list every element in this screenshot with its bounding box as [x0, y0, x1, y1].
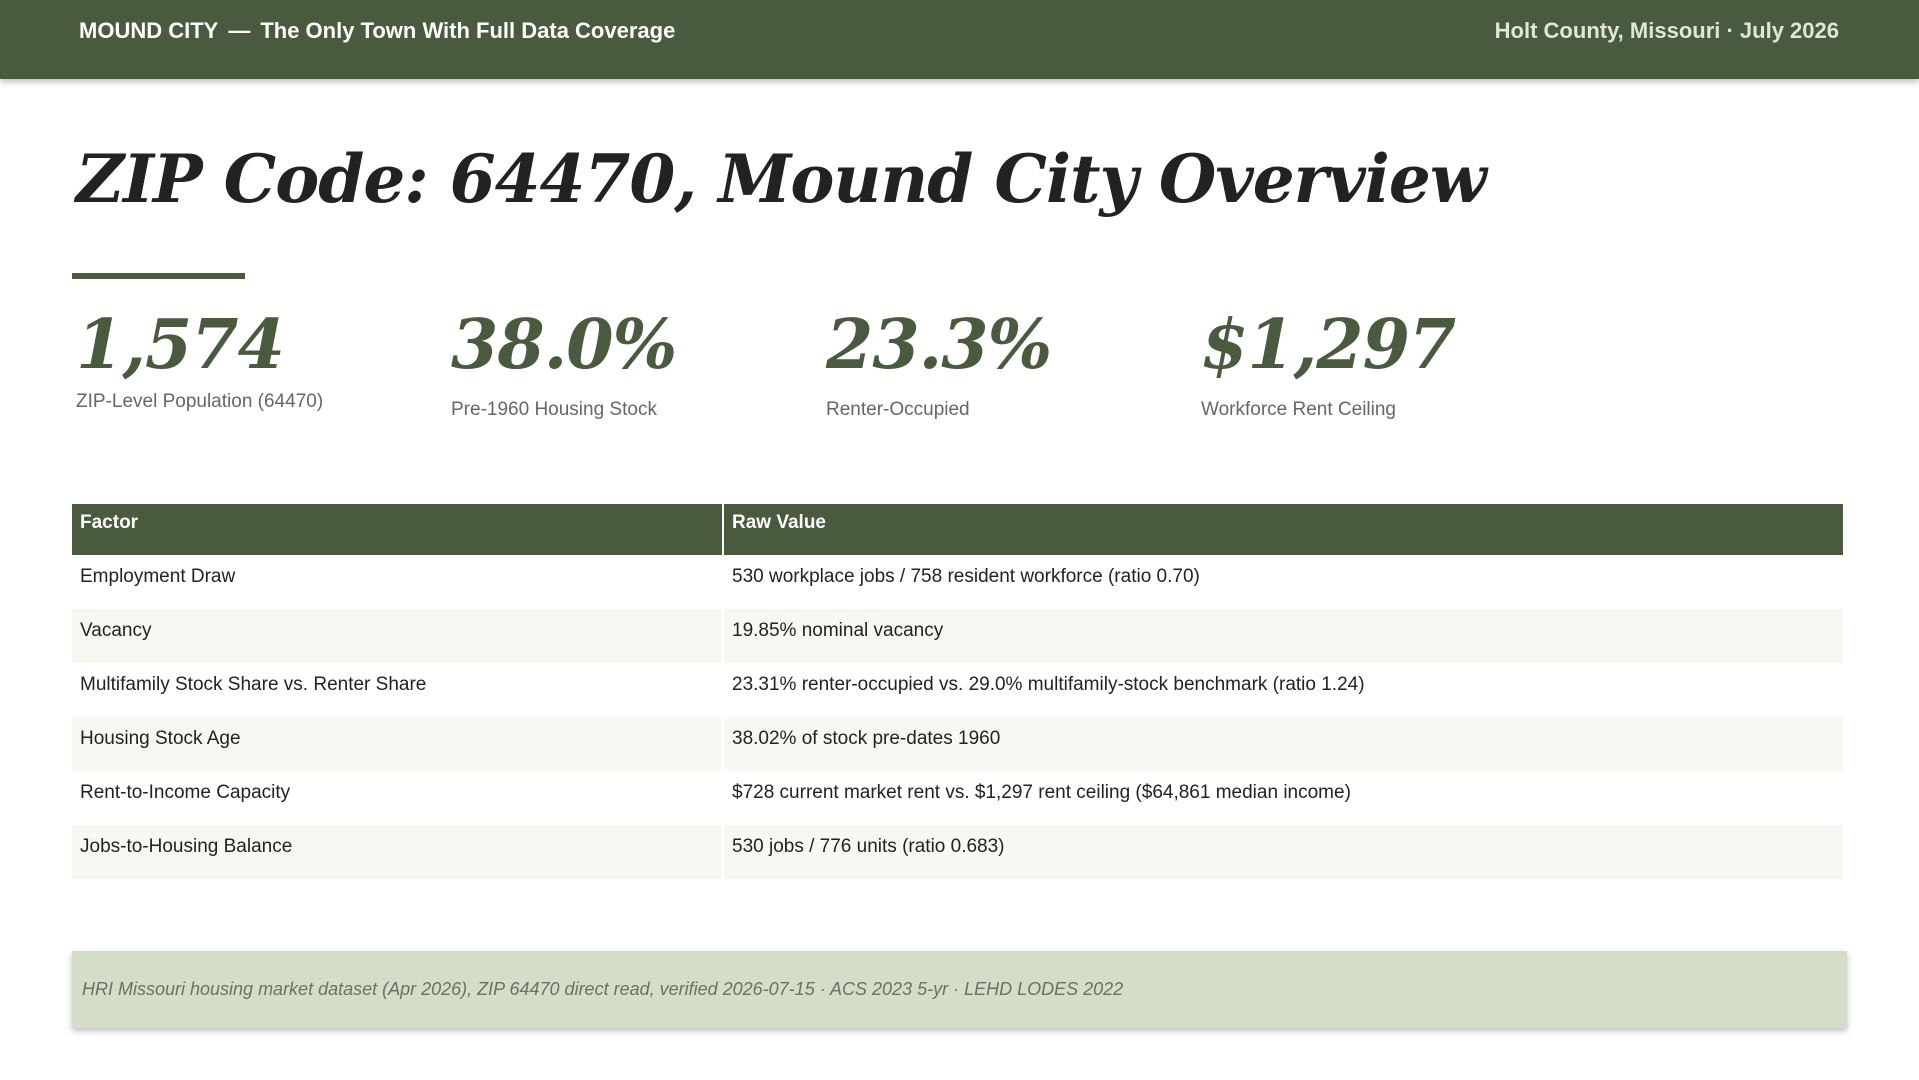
table-row: Vacancy 19.85% nominal vacancy — [72, 609, 1843, 663]
column-header-factor: Factor — [72, 504, 724, 555]
stat-value: 38.0% — [451, 305, 677, 385]
stat-value: 1,574 — [76, 305, 285, 385]
column-header-raw-value: Raw Value — [723, 504, 1843, 555]
value-cell: 530 workplace jobs / 758 resident workfo… — [732, 566, 1200, 587]
value-cell: 38.02% of stock pre-dates 1960 — [723, 717, 1843, 771]
factor-cell: Housing Stock Age — [72, 717, 724, 771]
factor-cell: Employment Draw — [72, 555, 724, 609]
stat-renter-occupied: 23.3% Renter-Occupied — [826, 305, 1186, 421]
value-cell: $728 current market rent vs. $1,297 rent… — [732, 782, 1351, 803]
factor-cell: Jobs-to-Housing Balance — [72, 825, 724, 879]
value-cell: 23.31% renter-occupied vs. 29.0% multifa… — [732, 674, 1365, 695]
table-header-row: Factor Raw Value — [72, 504, 1843, 555]
table-row: Jobs-to-Housing Balance 530 jobs / 776 u… — [72, 825, 1843, 879]
table-row: Rent-to-Income Capacity $728 current mar… — [72, 771, 1843, 825]
top-banner: MOUND CITY — The Only Town With Full Data … — [0, 0, 1919, 79]
value-cell: 530 jobs / 776 units (ratio 0.683) — [723, 825, 1843, 879]
stat-label: Renter-Occupied — [826, 399, 970, 420]
source-note: HRI Missouri housing market dataset (Apr… — [72, 951, 1847, 1028]
stat-label: Pre-1960 Housing Stock — [451, 399, 657, 420]
stat-label: Workforce Rent Ceiling — [1201, 399, 1397, 420]
table-row: Housing Stock Age 38.02% of stock pre-da… — [72, 717, 1843, 771]
location-date: Holt County, Missouri · July 2026 — [1494, 18, 1839, 43]
stat-rent-ceiling: $1,297 Workforce Rent Ceiling — [1201, 305, 1561, 421]
accent-divider — [72, 273, 245, 279]
banner-title: MOUND CITY — The Only Town With Full Data … — [79, 18, 675, 44]
stat-pre1960-housing: 38.0% Pre-1960 Housing Stock — [451, 305, 811, 421]
factor-cell: Rent-to-Income Capacity — [72, 771, 724, 825]
factor-cell: Vacancy — [72, 609, 724, 663]
town-name: MOUND CITY — [79, 18, 219, 43]
value-cell: 19.85% nominal vacancy — [723, 609, 1843, 663]
banner-tagline: The Only Town With Full Data Coverage — [260, 18, 676, 43]
source-citation: HRI Missouri housing market dataset (Apr… — [82, 979, 1124, 999]
stat-label: ZIP-Level Population (64470) — [76, 391, 324, 412]
banner-separator: — — [228, 18, 251, 43]
stat-value: 23.3% — [826, 305, 1052, 385]
factor-table: Factor Raw Value Employment Draw 530 wor… — [72, 504, 1843, 879]
table-row: Multifamily Stock Share vs. Renter Share… — [72, 663, 1843, 717]
table-row: Employment Draw 530 workplace jobs / 758… — [72, 555, 1843, 609]
page-title: ZIP Code: 64470, Mound City Overview — [76, 140, 1487, 218]
stat-population: 1,574 ZIP-Level Population (64470) — [76, 305, 436, 413]
stat-value: $1,297 — [1201, 305, 1456, 385]
factor-cell: Multifamily Stock Share vs. Renter Share — [72, 663, 724, 717]
